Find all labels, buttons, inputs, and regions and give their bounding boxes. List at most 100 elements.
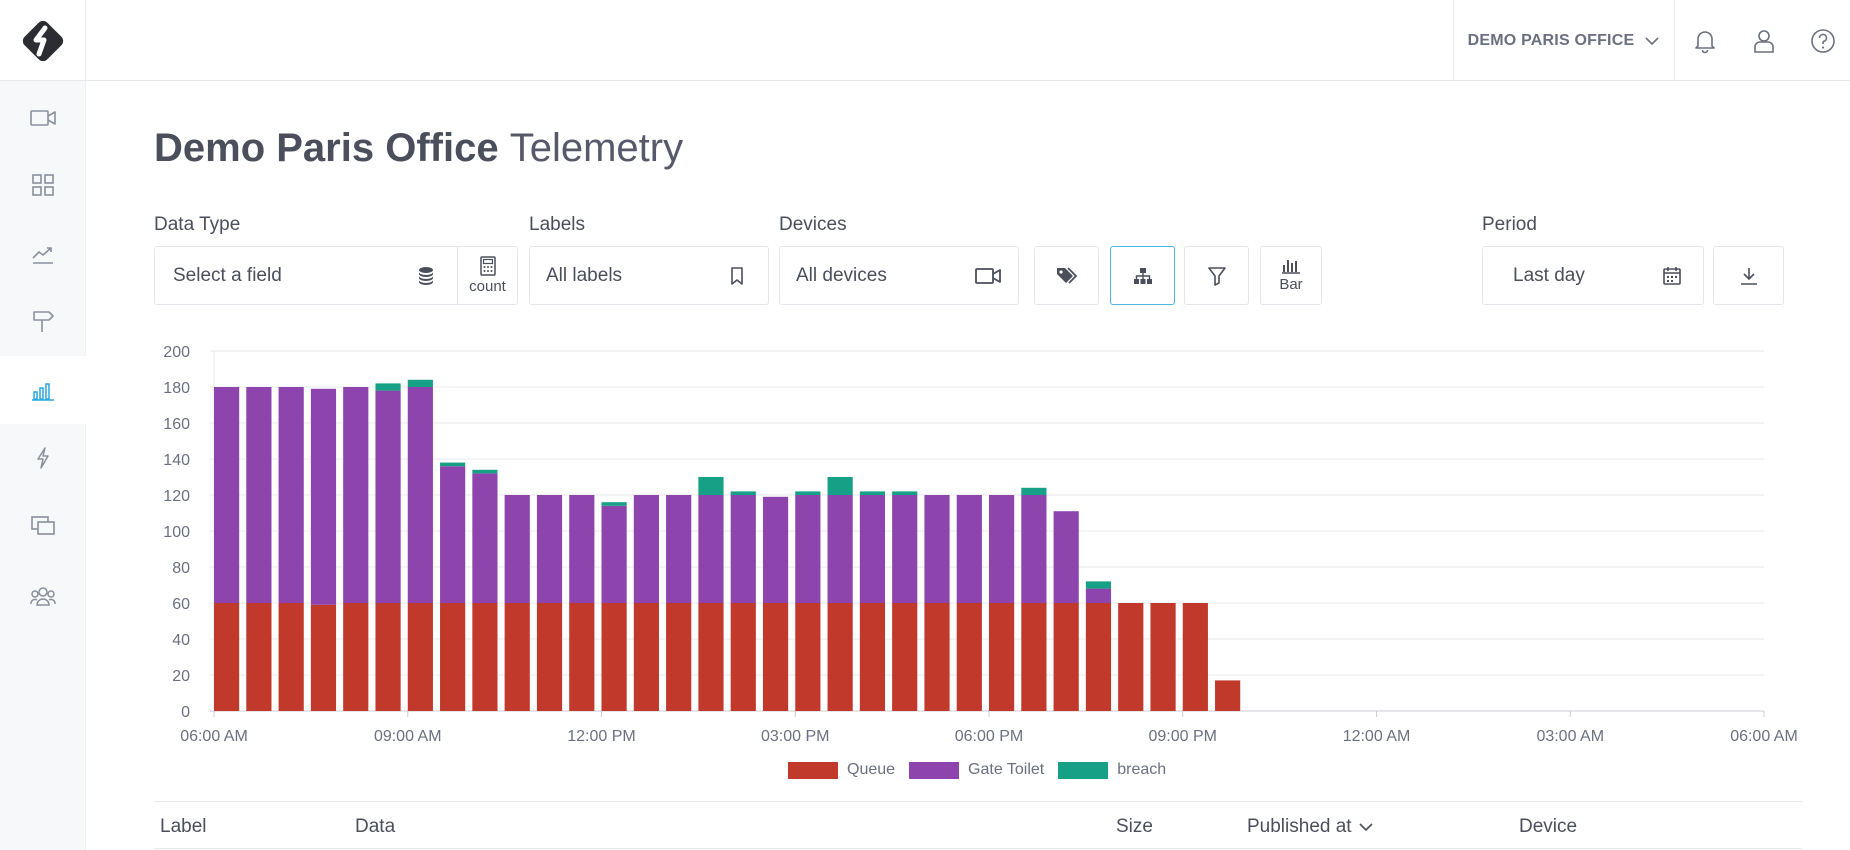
bar-segment-queue — [375, 603, 401, 711]
grid-icon — [32, 174, 54, 196]
bookmark-icon — [731, 267, 743, 285]
bar-segment-breach — [407, 379, 433, 387]
download-icon — [1740, 267, 1757, 285]
download-button[interactable] — [1713, 246, 1784, 305]
bar-segment-breach — [730, 491, 756, 495]
y-tick-label: 140 — [163, 452, 190, 469]
sidebar — [0, 81, 86, 850]
column-header-size[interactable]: Size — [1116, 816, 1153, 837]
column-header-device[interactable]: Device — [1519, 816, 1578, 837]
top-bar: DEMO PARIS OFFICE — [0, 0, 1850, 81]
bar-segment-gate-toilet — [375, 390, 401, 603]
legend-item-gate-toilet[interactable]: Gate Toilet — [909, 761, 1044, 779]
bar-segment-gate-toilet — [278, 387, 304, 603]
devices-select[interactable]: All devices — [779, 246, 1019, 305]
bar-segment-gate-toilet — [440, 466, 466, 603]
group-by-hierarchy-button[interactable] — [1110, 246, 1175, 305]
bar-segment-breach — [859, 491, 886, 495]
bar-segment-queue — [859, 603, 886, 711]
profile-button[interactable] — [1747, 24, 1781, 58]
sidebar-item-screens[interactable] — [0, 492, 86, 560]
chevron-down-icon — [1359, 823, 1373, 832]
help-button[interactable] — [1806, 24, 1840, 58]
sidebar-item-cameras[interactable] — [0, 84, 86, 152]
bar-segment-gate-toilet — [924, 495, 950, 603]
tags-button[interactable] — [1034, 246, 1099, 305]
bar-segment-queue — [698, 603, 724, 711]
bar-segment-queue — [601, 603, 627, 711]
sidebar-item-telemetry[interactable] — [0, 356, 86, 424]
app-logo[interactable] — [0, 0, 86, 81]
bar-segment-gate-toilet — [343, 387, 369, 603]
bar-chart-icon — [1282, 260, 1300, 274]
calculator-icon — [479, 256, 496, 276]
column-header-published-at[interactable]: Published at — [1247, 816, 1374, 838]
bar-segment-queue — [569, 603, 595, 711]
bar-segment-queue — [1215, 680, 1241, 711]
bar-segment-gate-toilet — [666, 495, 692, 603]
y-tick-label: 80 — [172, 560, 190, 577]
devices-value: All devices — [796, 264, 887, 286]
bar-segment-gate-toilet — [407, 387, 433, 603]
x-tick-label: 09:00 AM — [374, 728, 442, 745]
bar-segment-gate-toilet — [1085, 588, 1112, 603]
bar-segment-queue — [472, 603, 498, 711]
signpost-icon — [33, 311, 54, 332]
notifications-button[interactable] — [1688, 24, 1722, 58]
bar-segment-queue — [278, 603, 304, 711]
filter-button[interactable] — [1184, 246, 1249, 305]
bar-segment-queue — [892, 603, 918, 711]
sidebar-item-signs[interactable] — [0, 287, 86, 355]
bar-segment-queue — [795, 603, 821, 711]
chart-legend: Queue Gate Toilet breach — [788, 761, 1180, 779]
column-header-data[interactable]: Data — [355, 816, 396, 837]
bar-segment-gate-toilet — [762, 496, 789, 603]
telemetry-chart: 0 20 40 60 80 100 120 140 160 180 200 06:00 AM 09:00… — [163, 344, 1798, 745]
sidebar-item-dashboard[interactable] — [0, 151, 86, 219]
bar-segment-queue — [827, 603, 853, 711]
bar-segment-queue — [989, 603, 1015, 711]
legend-swatch-gate-toilet — [909, 761, 960, 779]
bar-segment-breach — [1021, 487, 1047, 495]
organization-name: DEMO PARIS OFFICE — [1467, 31, 1635, 49]
aggregation-button[interactable]: count — [458, 247, 517, 304]
bar-chart-icon — [32, 383, 54, 401]
bar-segment-gate-toilet — [214, 387, 240, 603]
data-type-select[interactable]: Select a field count — [154, 246, 518, 305]
sidebar-item-alerts[interactable] — [0, 424, 86, 492]
screens-icon — [31, 516, 55, 535]
bar-segment-queue — [310, 604, 337, 711]
bar-segment-queue — [666, 603, 692, 711]
period-label: Period — [1482, 214, 1537, 235]
period-select[interactable]: Last day — [1482, 246, 1704, 305]
page-title-org: Demo Paris Office — [154, 126, 499, 170]
bar-segment-breach — [440, 462, 466, 467]
bar-segment-gate-toilet — [472, 473, 498, 603]
bar-segment-gate-toilet — [536, 495, 563, 603]
y-tick-label: 60 — [172, 596, 190, 613]
chart-type-button[interactable]: Bar — [1260, 246, 1322, 305]
legend-swatch-breach — [1058, 761, 1109, 779]
column-header-label[interactable]: Label — [160, 816, 207, 837]
x-tick-label: 12:00 PM — [567, 728, 635, 745]
labels-select[interactable]: All labels — [529, 246, 769, 305]
y-tick-label: 120 — [163, 488, 190, 505]
lightning-icon — [37, 447, 49, 469]
labels-value: All labels — [546, 264, 623, 286]
legend-item-breach[interactable]: breach — [1058, 761, 1166, 779]
data-table-header: Label Data Size Published at Device — [154, 801, 1802, 849]
sidebar-item-users[interactable] — [0, 562, 86, 630]
bar-segment-gate-toilet — [827, 495, 853, 603]
bar-segment-queue — [1021, 603, 1047, 711]
x-tick-label: 06:00 PM — [955, 728, 1023, 745]
bar-segment-queue — [1182, 603, 1208, 711]
bar-segment-queue — [536, 603, 563, 711]
bar-segment-breach — [472, 469, 498, 474]
organization-select[interactable]: DEMO PARIS OFFICE — [1453, 0, 1675, 81]
x-tick-label: 09:00 PM — [1149, 728, 1217, 745]
page-title: Demo Paris Office Telemetry — [154, 126, 683, 171]
bar-segment-breach — [375, 383, 401, 391]
bar-segment-breach — [795, 491, 821, 495]
legend-item-queue[interactable]: Queue — [788, 761, 895, 779]
sidebar-item-analytics[interactable] — [0, 220, 86, 288]
